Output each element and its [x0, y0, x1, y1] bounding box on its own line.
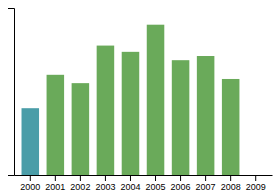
bar: [97, 46, 115, 175]
x-tick: 2005: [146, 175, 166, 192]
x-tick-label: 2004: [120, 182, 140, 192]
bars: [22, 25, 240, 175]
y-axis-line: [8, 9, 15, 176]
x-tick-mark: [55, 175, 56, 181]
x-tick: 2003: [95, 175, 115, 192]
x-tick: 2002: [70, 175, 90, 192]
x-tick-label: 2003: [95, 182, 115, 192]
x-tick-label: 2002: [70, 182, 90, 192]
bar: [147, 25, 165, 175]
x-tick: 2008: [221, 175, 241, 192]
x-tick-mark: [130, 175, 131, 181]
x-axis: 2000 2001 2002 2003 2004 2005 2006 2007 2008 2009: [15, 175, 273, 192]
x-tick: 2006: [171, 175, 191, 192]
plot: 2000 2001 2002 2003 2004 2005 2006 2007 2008 2009: [8, 9, 273, 193]
x-axis-line: [15, 175, 273, 176]
x-tick-label: 2008: [221, 182, 241, 192]
x-tick-label: 2001: [45, 182, 65, 192]
x-tick-label: 2009: [246, 182, 266, 192]
x-tick: 2009: [246, 175, 266, 192]
bar: [47, 75, 65, 175]
x-tick-mark: [30, 175, 31, 181]
x-tick-mark: [230, 175, 231, 181]
x-tick-label: 2005: [146, 182, 166, 192]
x-tick: 2004: [120, 175, 140, 192]
bar: [172, 60, 190, 175]
bar: [197, 56, 215, 175]
x-tick-mark: [205, 175, 206, 181]
y-axis: [8, 9, 15, 176]
x-tick: 2000: [20, 175, 40, 192]
x-tick-mark: [155, 175, 156, 181]
x-tick-label: 2007: [196, 182, 216, 192]
x-tick-label: 2000: [20, 182, 40, 192]
bar: [122, 52, 140, 175]
x-tick-mark: [180, 175, 181, 181]
bar: [222, 79, 240, 175]
x-tick: 2007: [196, 175, 216, 192]
x-tick-label: 2006: [171, 182, 191, 192]
x-tick-mark: [105, 175, 106, 181]
bar: [22, 108, 40, 175]
x-tick: 2001: [45, 175, 65, 192]
x-tick-mark: [255, 175, 256, 181]
bar: [72, 83, 90, 175]
x-tick-mark: [80, 175, 81, 181]
bar: [247, 175, 265, 176]
chart: 2000 2001 2002 2003 2004 2005 2006 2007 2008 2009: [0, 0, 280, 195]
